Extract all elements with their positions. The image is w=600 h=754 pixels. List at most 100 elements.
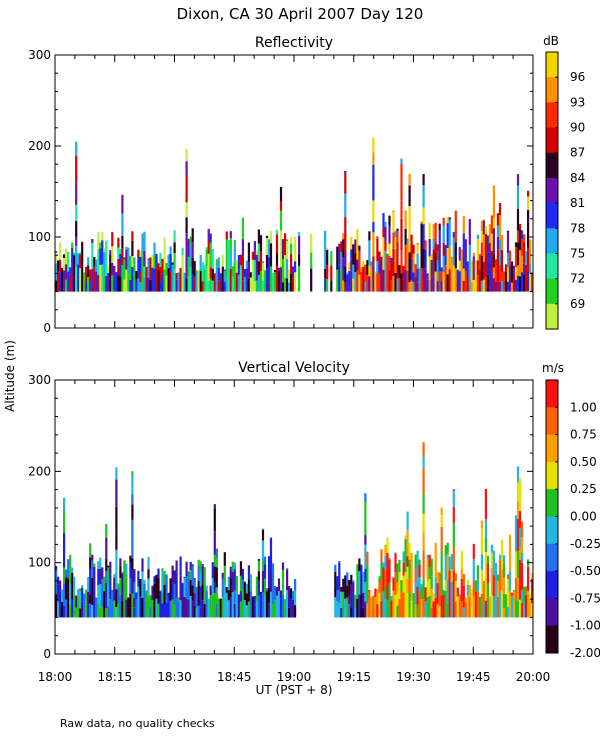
echo-cell <box>225 592 228 618</box>
echo-cell <box>193 605 196 618</box>
echo-cell <box>115 467 118 480</box>
echo-cell <box>131 494 134 505</box>
echo-cell <box>404 535 407 539</box>
echo-cell <box>55 251 58 253</box>
echo-cell <box>348 270 351 292</box>
echo-cell <box>147 595 150 618</box>
echo-cell <box>436 583 439 604</box>
echo-cell <box>498 265 502 282</box>
echo-cell <box>85 266 88 282</box>
echo-cell <box>199 255 202 271</box>
echo-cell <box>229 238 232 254</box>
echo-cell <box>430 558 433 577</box>
echo-cell <box>199 572 202 587</box>
echo-cell <box>269 230 273 244</box>
echo-cell <box>147 578 150 596</box>
echo-cell <box>121 588 124 601</box>
echo-cell <box>223 269 226 271</box>
echo-cell <box>440 595 443 618</box>
echo-cell <box>432 238 435 250</box>
echo-cell <box>159 281 162 292</box>
echo-cell <box>396 258 399 279</box>
echo-cell <box>91 269 94 292</box>
echo-cell <box>356 270 359 292</box>
echo-cell <box>111 275 114 292</box>
echo-cell <box>402 592 405 618</box>
echo-cell <box>257 243 260 262</box>
echo-cell <box>486 275 489 292</box>
echo-cell <box>255 601 258 618</box>
echo-cell <box>410 588 413 601</box>
y-tick-label: 100 <box>28 556 51 570</box>
echo-cell <box>500 539 504 545</box>
echo-cell <box>185 217 188 234</box>
echo-cell <box>233 280 236 292</box>
echo-cell <box>480 569 483 594</box>
echo-cell <box>251 251 254 260</box>
echo-cell <box>440 526 443 552</box>
echo-cell <box>209 278 212 292</box>
colorbar-segment <box>546 52 558 78</box>
echo-cell <box>165 574 168 581</box>
echo-cell <box>167 254 170 269</box>
echo-cell <box>269 546 273 573</box>
echo-cell <box>350 236 353 250</box>
echo-cell <box>372 173 375 201</box>
echo-cell <box>408 185 411 207</box>
echo-cell <box>416 282 419 292</box>
echo-cell <box>428 595 431 618</box>
velocity-colorbar: 1.000.750.500.250.00-0.25-0.50-0.75-1.00… <box>545 379 600 660</box>
echo-cell <box>109 588 112 599</box>
echo-cell <box>59 260 62 273</box>
echo-cell <box>171 264 174 292</box>
echo-cell <box>265 268 269 292</box>
echo-cell <box>358 594 361 618</box>
echo-cell <box>87 604 90 618</box>
echo-cell <box>518 510 522 528</box>
echo-cell <box>237 594 240 618</box>
echo-cell <box>213 531 216 555</box>
echo-cell <box>422 550 425 566</box>
echo-cell <box>227 576 230 579</box>
echo-cell <box>508 250 512 266</box>
echo-cell <box>141 571 144 583</box>
echo-cell <box>65 253 68 265</box>
colorbar-segment <box>546 102 558 128</box>
echo-cell <box>207 280 210 292</box>
echo-cell <box>265 588 269 592</box>
echo-cell <box>143 276 146 292</box>
echo-cell <box>406 243 409 259</box>
echo-cell <box>516 501 520 520</box>
echo-cell <box>410 234 413 239</box>
echo-cell <box>259 592 263 618</box>
echo-cell <box>484 225 487 234</box>
x-tick-label: 18:00 <box>38 670 73 684</box>
echo-cell <box>362 260 365 267</box>
echo-cell <box>253 241 256 260</box>
echo-cell <box>275 587 279 596</box>
echo-cell <box>466 261 469 278</box>
echo-cell <box>390 280 393 292</box>
echo-cell <box>356 235 359 260</box>
echo-cell <box>91 560 94 578</box>
echo-cell <box>498 281 502 292</box>
echo-cell <box>205 249 208 266</box>
echo-cell <box>227 265 230 292</box>
echo-cell <box>75 155 78 183</box>
echo-cell <box>330 250 333 254</box>
echo-cell <box>310 234 313 239</box>
echo-cell <box>99 242 102 249</box>
echo-cell <box>356 259 359 271</box>
echo-cell <box>500 250 504 272</box>
echo-cell <box>408 252 411 262</box>
echo-cell <box>191 274 194 292</box>
echo-cell <box>105 571 108 583</box>
colorbar-label: 87 <box>570 146 585 160</box>
echo-cell <box>107 272 110 292</box>
echo-cell <box>57 584 60 602</box>
echo-cell <box>480 528 483 555</box>
echo-cell <box>396 563 399 583</box>
echo-cell <box>372 596 375 618</box>
echo-cell <box>476 239 479 261</box>
echo-cell <box>281 239 285 260</box>
